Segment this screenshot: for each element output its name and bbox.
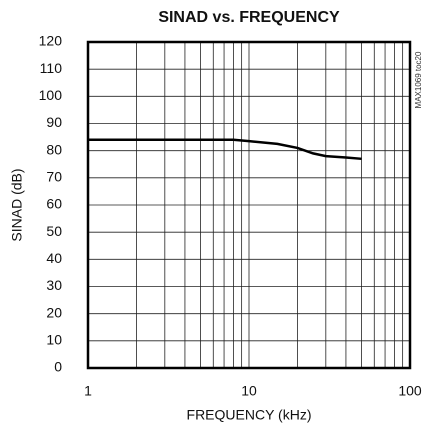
y-tick-label: 120 bbox=[39, 33, 63, 49]
y-tick-label: 110 bbox=[40, 60, 63, 76]
y-tick-label: 60 bbox=[46, 196, 62, 212]
y-tick-label: 90 bbox=[46, 114, 62, 130]
y-tick-label: 30 bbox=[46, 277, 62, 293]
x-axis-label: FREQUENCY (kHz) bbox=[187, 407, 312, 423]
x-tick-label: 100 bbox=[398, 383, 422, 399]
y-tick-label: 100 bbox=[39, 87, 63, 103]
plot-frame bbox=[86, 40, 412, 370]
y-tick-label: 70 bbox=[46, 169, 62, 185]
y-tick-label: 10 bbox=[46, 332, 62, 348]
y-tick-label: 80 bbox=[46, 141, 62, 157]
chart-title: SINAD vs. FREQUENCY bbox=[158, 9, 340, 26]
annotation: MAX1069 toc20 bbox=[414, 51, 423, 108]
y-tick-label: 20 bbox=[46, 304, 62, 320]
y-tick-label: 50 bbox=[46, 223, 62, 239]
x-tick-label: 10 bbox=[241, 383, 257, 399]
data-line bbox=[88, 138, 362, 161]
y-tick-label: 40 bbox=[46, 250, 62, 266]
y-tick-label: 0 bbox=[54, 359, 62, 375]
y-axis-label: SINAD (dB) bbox=[9, 168, 25, 241]
x-tick-label: 1 bbox=[84, 383, 92, 399]
